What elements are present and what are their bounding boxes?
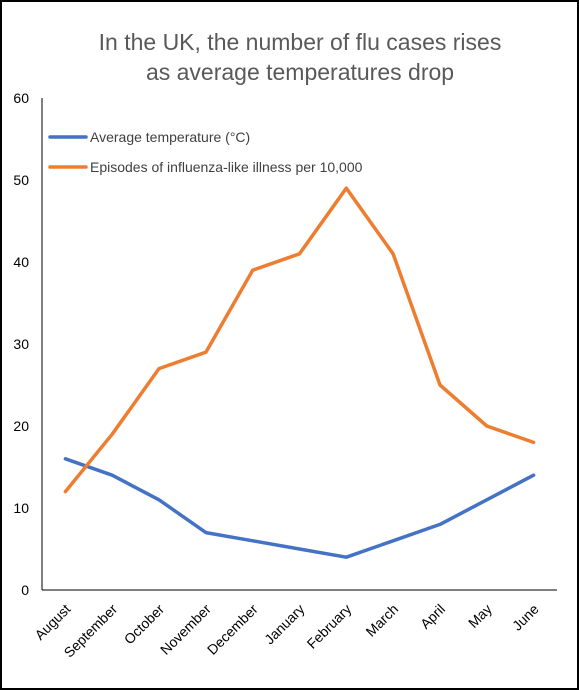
y-tick-label: 60 (13, 90, 29, 106)
chart-subtitle: as average temperatures drop (146, 59, 454, 85)
y-tick-label: 20 (13, 418, 29, 434)
y-tick-label: 30 (13, 336, 29, 352)
y-tick-label: 10 (13, 500, 29, 516)
x-tick-label: March (362, 601, 401, 640)
series-lines (63, 186, 536, 559)
y-tick-label: 40 (13, 254, 29, 270)
y-tick-label: 0 (21, 582, 29, 598)
series-line-1 (63, 457, 536, 559)
x-tick-label: August (31, 601, 73, 643)
legend-label: Average temperature (°C) (90, 129, 250, 145)
chart-title: In the UK, the number of flu cases rises (99, 29, 502, 55)
legend: Average temperature (°C) Episodes of infl… (48, 129, 363, 175)
x-tick-label: December (204, 601, 261, 658)
axes (41, 98, 557, 591)
x-tick-label: May (465, 601, 495, 631)
x-tick-label: October (121, 601, 168, 648)
x-tick-label: April (417, 601, 448, 632)
series-line-2 (63, 186, 536, 494)
y-tick-label: 50 (13, 172, 29, 188)
legend-label: Episodes of influenza-like illness per 1… (90, 159, 363, 175)
y-axis-ticks: 0 10 20 30 40 50 60 (13, 90, 29, 598)
x-tick-label: June (509, 601, 542, 634)
x-tick-label: February (304, 601, 355, 652)
x-tick-label: January (261, 601, 308, 648)
